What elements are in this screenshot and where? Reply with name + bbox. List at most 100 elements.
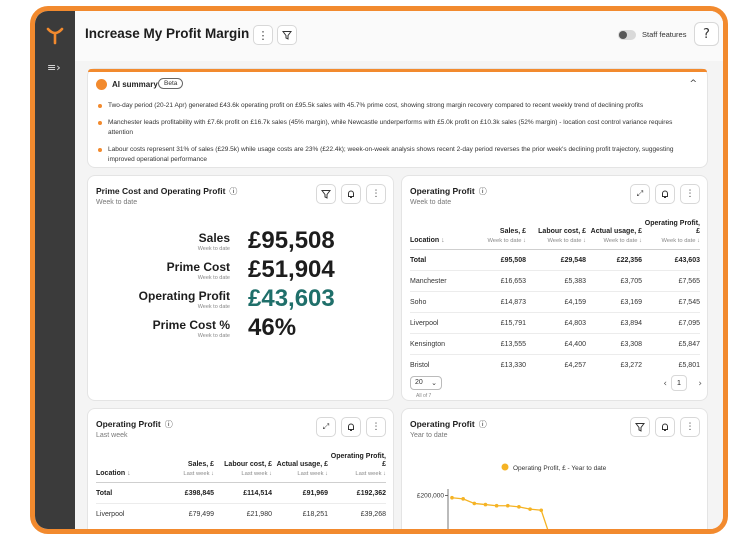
help-button[interactable]: ? xyxy=(694,22,719,46)
ai-summary-bullet: Manchester leads profitability with £7.6… xyxy=(98,118,698,138)
info-icon[interactable]: ⓘ xyxy=(164,420,173,429)
prime-cost-card: Prime Cost and Operating Profit ⓘ Week to… xyxy=(87,175,394,401)
column-header-labour[interactable]: Labour cost, £ Last week ↓ xyxy=(224,461,272,477)
column-header-sales[interactable]: Sales, £ Last week ↓ xyxy=(183,461,214,477)
kpi-prime-cost-percent: Prime Cost % Week to date 46% xyxy=(88,314,388,348)
kpi-value: 46% xyxy=(248,314,297,341)
table-row[interactable]: Liverpool £79,499 £21,980 £18,251 £39,268 xyxy=(96,503,386,525)
column-header-location[interactable]: Location ↓ xyxy=(410,237,445,244)
data-point[interactable] xyxy=(539,508,544,513)
expand-button[interactable]: ⤢ xyxy=(630,184,650,204)
staff-features-toggle[interactable] xyxy=(618,30,636,40)
ai-summary-title: AI summary xyxy=(112,80,158,89)
card-subtitle: Last week xyxy=(96,432,128,439)
more-vertical-icon: ⋮ xyxy=(685,189,695,199)
table-row[interactable]: Soho £14,873 £4,159 £3,169 £7,545 xyxy=(410,291,700,313)
column-header-sales[interactable]: Sales, £ Week to date ↓ xyxy=(487,228,526,244)
data-point[interactable] xyxy=(528,507,532,511)
bell-icon xyxy=(348,423,354,431)
data-point[interactable] xyxy=(505,503,510,508)
more-options-button[interactable]: ⋮ xyxy=(366,417,386,437)
operating-profit-wtd-table: Location ↓ Sales, £ Week to date ↓ Labour… xyxy=(410,220,700,376)
table-row-total: Total £398,845 £114,514 £91,969 £192,362 xyxy=(96,482,386,504)
more-options-button[interactable]: ⋮ xyxy=(680,417,700,437)
expand-icon: ⤢ xyxy=(636,189,644,198)
operating-profit-ytd-card: Operating Profit ⓘ Year to date ⋮ Operati… xyxy=(401,408,708,529)
data-point[interactable] xyxy=(472,501,477,506)
column-header-profit[interactable]: Operating Profit, £ Week to date ↓ xyxy=(644,220,700,244)
table-row[interactable]: Bristol £13,330 £4,257 £3,272 £5,801 xyxy=(410,354,700,376)
ai-summary-bullet: Labour costs represent 31% of sales (£29… xyxy=(98,145,698,165)
ai-summary-accent-bar xyxy=(88,69,707,72)
side-rail: ≡› xyxy=(35,11,75,529)
kpi-period: Week to date xyxy=(197,333,230,339)
kpi-label: Operating Profit xyxy=(138,289,230,303)
expand-icon: ⤢ xyxy=(322,422,330,431)
current-page-button[interactable]: 1 xyxy=(671,375,687,391)
more-vertical-icon: ⋮ xyxy=(685,422,695,432)
column-header-profit[interactable]: Operating Profit, £ Last week ↓ xyxy=(330,453,386,477)
operating-profit-ytd-chart: Operating Profit, £ - Year to date £200,… xyxy=(417,463,607,529)
column-header-location[interactable]: Location ↓ xyxy=(96,470,131,477)
info-icon[interactable]: ⓘ xyxy=(229,187,238,196)
fork-logo-icon[interactable] xyxy=(45,25,65,45)
alert-button[interactable] xyxy=(655,184,675,204)
filter-button[interactable] xyxy=(316,184,336,204)
chevron-up-icon[interactable]: ^ xyxy=(689,79,697,89)
data-point[interactable] xyxy=(483,502,488,507)
alert-button[interactable] xyxy=(655,417,675,437)
operating-profit-wtd-card: Operating Profit ⓘ Week to date ⤢ ⋮ Locat… xyxy=(401,175,708,401)
filter-icon xyxy=(321,190,331,199)
more-options-button[interactable]: ⋮ xyxy=(680,184,700,204)
column-header-usage[interactable]: Actual usage, £ Last week ↓ xyxy=(276,461,328,477)
filter-button[interactable] xyxy=(277,25,297,45)
card-subtitle: Week to date xyxy=(410,199,452,206)
more-options-button[interactable]: ⋮ xyxy=(366,184,386,204)
table-header-row: Location ↓ Sales, £ Last week ↓ Labour co… xyxy=(96,453,386,483)
more-vertical-icon: ⋮ xyxy=(371,422,381,432)
card-title: Operating Profit ⓘ xyxy=(96,419,173,429)
kpi-prime-cost: Prime Cost Week to date £51,904 xyxy=(88,256,388,290)
page-size-select[interactable]: 20 ⌄ xyxy=(410,376,442,390)
kpi-label: Sales xyxy=(198,231,230,245)
data-point[interactable] xyxy=(517,505,521,509)
beta-badge: Beta xyxy=(158,78,184,89)
ai-summary-panel: AI summary Beta ^ Two-day period (20-21 … xyxy=(87,68,708,168)
alert-button[interactable] xyxy=(341,417,361,437)
staff-features-label: Staff features xyxy=(642,30,687,39)
kpi-value: £43,603 xyxy=(248,285,335,312)
data-point[interactable] xyxy=(450,495,454,500)
more-options-button[interactable]: ⋮ xyxy=(253,25,273,45)
table-row[interactable]: Manchester £16,653 £5,383 £3,705 £7,565 xyxy=(410,270,700,292)
menu-button[interactable]: ≡ xyxy=(724,22,728,46)
chevron-right-icon[interactable]: › xyxy=(698,379,702,389)
table-row[interactable]: Liverpool £15,791 £4,803 £3,894 £7,095 xyxy=(410,312,700,334)
bell-icon xyxy=(348,190,354,198)
operating-profit-lw-table: Location ↓ Sales, £ Last week ↓ Labour co… xyxy=(96,453,386,525)
alert-button[interactable] xyxy=(341,184,361,204)
expand-sidebar-icon[interactable]: ≡› xyxy=(47,61,61,74)
chevron-left-icon[interactable]: ‹ xyxy=(663,379,667,389)
kpi-period: Week to date xyxy=(197,246,230,252)
page-title: Increase My Profit Margin xyxy=(85,26,250,41)
data-point[interactable] xyxy=(461,497,465,501)
legend-label: Operating Profit, £ - Year to date xyxy=(513,465,607,472)
bell-icon xyxy=(662,423,668,431)
card-title: Prime Cost and Operating Profit ⓘ xyxy=(96,186,238,196)
kpi-label: Prime Cost xyxy=(166,260,230,274)
filter-button[interactable] xyxy=(630,417,650,437)
kpi-label: Prime Cost % xyxy=(152,318,230,332)
column-header-labour[interactable]: Labour cost, £ Week to date ↓ xyxy=(538,228,586,244)
column-header-usage[interactable]: Actual usage, £ Week to date ↓ xyxy=(590,228,642,244)
expand-button[interactable]: ⤢ xyxy=(316,417,336,437)
card-subtitle: Week to date xyxy=(96,199,138,206)
kpi-period: Week to date xyxy=(197,304,230,310)
kpi-operating-profit: Operating Profit Week to date £43,603 xyxy=(88,285,388,319)
legend-swatch xyxy=(501,463,509,471)
kpi-value: £51,904 xyxy=(248,256,335,283)
data-point[interactable] xyxy=(494,503,499,508)
info-icon[interactable]: ⓘ xyxy=(478,187,487,196)
info-icon[interactable]: ⓘ xyxy=(478,420,487,429)
page-header: Increase My Profit Margin ⋮ Staff featur… xyxy=(75,11,723,61)
table-row[interactable]: Kensington £13,555 £4,400 £3,308 £5,847 xyxy=(410,333,700,355)
